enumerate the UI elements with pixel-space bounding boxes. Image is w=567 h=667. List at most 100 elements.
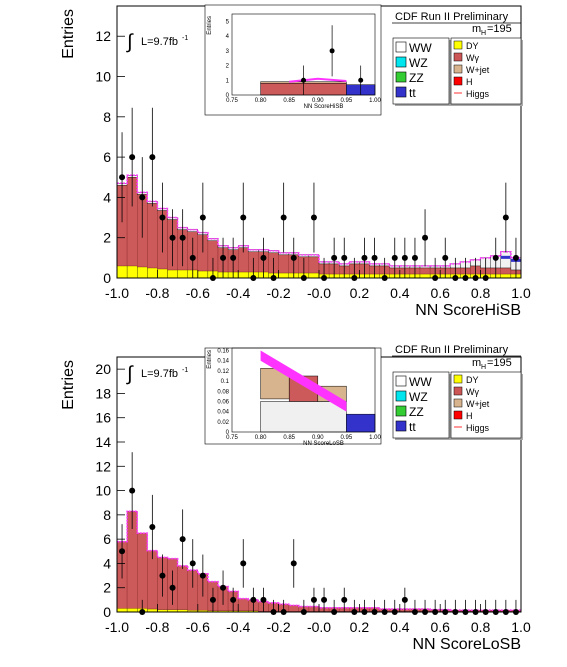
y-tick-label: 12: [95, 28, 111, 44]
data-point: [189, 560, 196, 567]
lumi-superscript: -1: [182, 35, 188, 42]
mass-label-sub: H: [481, 30, 486, 37]
bar-dy: [167, 269, 178, 279]
data-point: [189, 254, 196, 261]
panel-top: -1.0 -0.8 -0.6 -0.4 -0.2 -0.0 0.2 0.4 0.6 0.8 1.00…: [60, 4, 531, 319]
data-point: [230, 596, 237, 603]
data-point: [149, 154, 156, 161]
bar-wgamma: [308, 256, 320, 274]
bar-wgamma: [147, 203, 158, 269]
x-tick-label: -0.0: [307, 619, 331, 635]
bar-dy: [197, 270, 209, 279]
inset-y-tick-label: 1: [226, 78, 230, 84]
legend-label: ZZ: [409, 405, 424, 419]
y-tick-label: 8: [103, 507, 111, 523]
inset-x-tick-label: 0.85: [283, 98, 295, 104]
data-point: [341, 596, 348, 603]
inset-y-tick-label: 0: [226, 430, 230, 436]
legend-label: DY: [466, 41, 479, 51]
data-point: [159, 214, 166, 221]
data-point: [119, 548, 126, 555]
inset-x-axis-title: NN ScoreLoSB: [303, 441, 344, 447]
y-tick-label: 6: [103, 149, 111, 165]
inset-y-tick-label: 2: [226, 64, 230, 70]
x-axis-title: NN ScoreHiSB: [415, 302, 521, 319]
panel-bottom: -1.0 -0.8 -0.6 -0.4 -0.2 -0.0 0.2 0.4 0.6 0.8 1.00…: [60, 344, 531, 653]
bar-dy: [116, 265, 128, 279]
header-label: CDF Run II Preliminary: [395, 344, 509, 356]
x-tick-label: 0.4: [390, 619, 410, 635]
inset-plot-frame: [231, 13, 376, 96]
bar-dy: [308, 272, 320, 279]
inset-x-tick-label: 1.00: [369, 435, 381, 441]
bar-ttbar: [500, 255, 511, 259]
inset-y-tick-label: 0.06: [217, 399, 229, 405]
data-point: [310, 214, 317, 221]
data-point: [422, 234, 429, 241]
data-point: [129, 487, 136, 494]
data-point: [310, 596, 317, 603]
data-point: [411, 254, 418, 261]
x-tick-label: 1.0: [511, 619, 531, 635]
data-point: [331, 254, 338, 261]
bar-wgamma: [288, 605, 300, 612]
legend-label: WW: [409, 41, 432, 55]
legend-swatch: [395, 390, 407, 402]
y-tick-label: 14: [95, 434, 111, 450]
data-point: [502, 214, 509, 221]
x-tick-label: -0.8: [145, 619, 169, 635]
data-point: [280, 214, 287, 221]
legend-label: WW: [409, 375, 432, 389]
legend-label: tt: [409, 420, 416, 434]
inset-y-tick-label: 0: [226, 93, 230, 99]
legend-swatch: [453, 374, 463, 384]
legend-label: Higgs: [466, 89, 490, 99]
uncertainty-band: [117, 510, 521, 611]
x-tick-label: -1.0: [105, 285, 129, 301]
data-point: [199, 572, 206, 579]
inset-y-tick-label: 0.14: [217, 359, 229, 365]
x-tick-label: 0.8: [471, 619, 491, 635]
data-point: [149, 524, 156, 530]
data-point: [361, 254, 368, 261]
bar-wgamma: [278, 254, 289, 274]
data-point: [492, 254, 499, 261]
inset-signal: [260, 350, 347, 412]
data-point: [199, 214, 206, 221]
legend-swatch: [395, 41, 407, 53]
data-point: [341, 254, 348, 261]
bar-dy: [126, 608, 138, 613]
data-point: [240, 560, 247, 567]
integral-symbol: ∫: [126, 363, 134, 385]
inset-data-point: [329, 48, 335, 54]
bar-dy: [238, 271, 249, 279]
inset-y-tick-label: 0.12: [217, 369, 229, 375]
data-point: [179, 234, 186, 241]
y-tick-label: 18: [95, 385, 111, 401]
bar-dy: [278, 272, 289, 279]
mass-label: m: [472, 23, 481, 35]
inset-y-tick-label: 4: [226, 34, 230, 40]
bar-dy: [126, 265, 138, 279]
inset-y-tick-label: 0.02: [217, 420, 229, 426]
data-point: [512, 254, 519, 261]
data-point: [209, 596, 216, 603]
legend-label: ZZ: [409, 71, 424, 85]
legend-label: WZ: [409, 56, 428, 70]
data-point: [220, 254, 227, 261]
bar-dy: [500, 273, 512, 279]
inset-x-tick-label: 0.75: [226, 435, 238, 441]
data-point: [129, 154, 136, 161]
bar-wgamma: [237, 598, 249, 611]
x-axis-title: NN ScoreLoSB: [413, 636, 522, 653]
x-tick-label: -0.6: [186, 285, 210, 301]
bar-ww: [500, 251, 512, 269]
mass-label-sub: H: [481, 364, 486, 371]
bar-wgamma: [147, 550, 158, 610]
inset-x-tick-label: 0.95: [341, 98, 353, 104]
inset-x-tick-label: 0.75: [226, 98, 238, 104]
y-tick-label: 12: [95, 458, 111, 474]
lumi-label: L=9.7fb: [141, 36, 178, 48]
legend-label: W+jet: [466, 65, 490, 75]
